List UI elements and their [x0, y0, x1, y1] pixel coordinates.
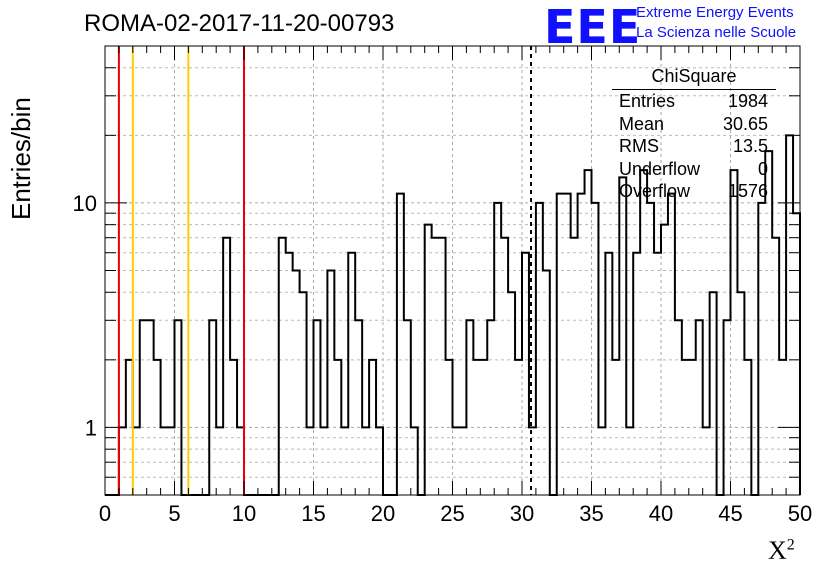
histogram-bin — [209, 320, 216, 495]
x-tick-label: 20 — [371, 501, 395, 526]
histogram-bin — [696, 320, 703, 495]
x-tick-label: 10 — [232, 501, 256, 526]
histogram-bin — [286, 253, 293, 495]
histogram-bin — [536, 203, 543, 495]
logo-tagline-1: Extreme Energy Events — [636, 4, 794, 21]
stats-row-underflow: Underflow 0 — [619, 158, 768, 179]
histogram-bin — [647, 203, 654, 495]
histogram-bin — [223, 238, 230, 495]
histogram-bin — [432, 238, 439, 495]
x-tick-label: 30 — [510, 501, 534, 526]
histogram-bin — [724, 320, 731, 495]
x-tick-label: 5 — [168, 501, 180, 526]
histogram-bin — [592, 203, 599, 495]
x-tick-label: 40 — [649, 501, 673, 526]
histogram-bin — [327, 271, 334, 496]
histogram-bin — [605, 253, 612, 495]
stats-row-overflow: Overflow 1576 — [619, 181, 768, 201]
histogram-bin — [585, 170, 592, 495]
histogram-bin — [348, 253, 355, 495]
stats-row-entries: Entries 1984 — [619, 91, 768, 111]
histogram-bin — [494, 203, 501, 495]
x-tick-label: 35 — [579, 501, 603, 526]
histogram-bin — [675, 320, 682, 495]
histogram-bin — [571, 238, 578, 495]
histogram-bin — [508, 292, 515, 495]
histogram-bin — [501, 238, 508, 495]
histogram-bin — [466, 320, 473, 495]
histogram-bin — [397, 194, 404, 495]
histogram-bin — [557, 194, 564, 495]
stats-box: ChiSquare Entries 1984 Mean 30.65 RMS 13.5 … — [612, 66, 776, 203]
logo-tagline-2: La Scienza nelle Scuole — [636, 24, 797, 41]
histogram-bin — [640, 170, 647, 495]
histogram-bin — [578, 194, 585, 495]
x-tick-label: 45 — [718, 501, 742, 526]
eee-logo: EEE — [544, 0, 642, 54]
histogram-bin — [731, 170, 738, 495]
histogram-bin — [175, 320, 182, 495]
histogram-bin — [668, 194, 675, 495]
y-tick-label: 10 — [73, 191, 97, 216]
histogram-bin — [487, 320, 494, 495]
histogram-bin — [786, 135, 793, 495]
x-tick-label: 0 — [99, 501, 111, 526]
histogram-bin — [293, 271, 300, 496]
x-tick-label: 15 — [301, 501, 325, 526]
x-tick-label: 25 — [440, 501, 464, 526]
histogram-bin — [147, 320, 154, 495]
histogram-bin — [710, 292, 717, 495]
histogram-outline — [105, 134, 801, 496]
histogram-bin — [522, 253, 529, 495]
histogram-bin — [300, 292, 307, 495]
histogram-bin — [564, 194, 571, 495]
histogram-bin — [355, 320, 362, 495]
histogram-bin — [793, 213, 800, 495]
histogram-bin — [654, 253, 661, 495]
histogram-bin — [279, 238, 286, 495]
histogram-bin — [439, 238, 446, 495]
x-tick-label: 50 — [788, 501, 812, 526]
histogram-bin — [772, 238, 779, 495]
y-axis-label: Entries/bin — [6, 97, 36, 220]
stats-row-mean: Mean 30.65 — [619, 113, 768, 134]
histogram-bin — [543, 271, 550, 496]
histogram-bin — [404, 320, 411, 495]
y-tick-label: 1 — [85, 415, 97, 440]
histogram-bin — [758, 203, 765, 495]
x-axis-label: Χ2 — [768, 536, 795, 565]
stats-title: ChiSquare — [612, 66, 776, 90]
stats-row-rms: RMS 13.5 — [619, 136, 768, 156]
histogram-bin — [314, 320, 321, 495]
histogram-bin — [633, 253, 640, 495]
histogram-bin — [737, 292, 744, 495]
histogram-bin — [140, 320, 147, 495]
chart-title: ROMA-02-2017-11-20-00793 — [84, 10, 395, 37]
